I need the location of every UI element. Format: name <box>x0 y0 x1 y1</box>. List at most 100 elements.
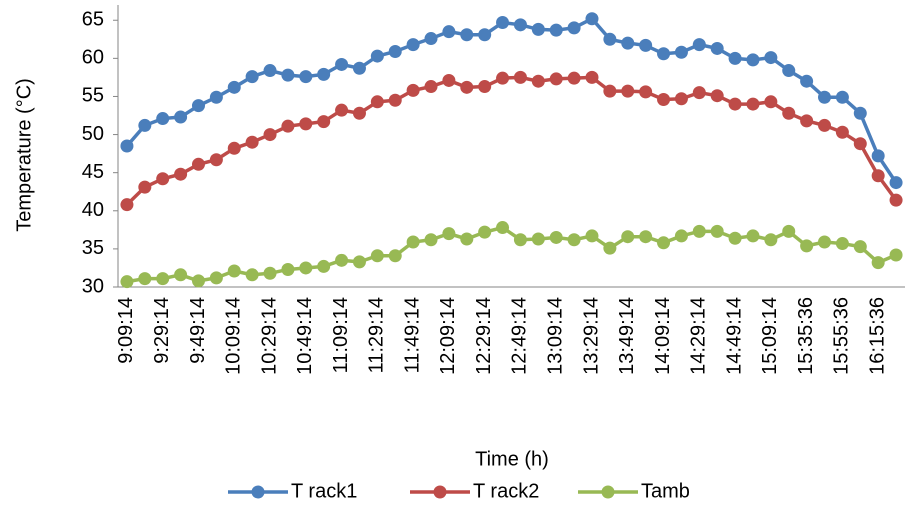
x-tick-label: 14:29:14 <box>688 297 710 375</box>
point <box>370 49 384 63</box>
x-tick-label: 11:49:14 <box>401 297 423 373</box>
point <box>639 38 653 52</box>
point <box>442 25 456 39</box>
point <box>335 253 349 267</box>
point <box>800 74 814 88</box>
point <box>138 118 152 132</box>
point <box>800 114 814 128</box>
point <box>889 176 903 190</box>
point <box>424 80 438 94</box>
point <box>442 73 456 87</box>
point <box>138 272 152 286</box>
point <box>746 229 760 243</box>
x-tick-label: 13:49:14 <box>616 297 638 375</box>
point <box>728 51 742 65</box>
point <box>728 97 742 111</box>
x-tick-label: 11:29:14 <box>366 297 388 373</box>
x-tick-label: 16:15:36 <box>866 297 888 375</box>
y-tick-label: 40 <box>82 199 104 221</box>
point <box>352 106 366 120</box>
x-tick-label: 9:49:14 <box>187 297 209 364</box>
point <box>728 231 742 245</box>
point <box>764 233 778 247</box>
point <box>442 227 456 241</box>
point <box>263 128 277 142</box>
point <box>335 57 349 71</box>
legend-label: T rack1 <box>291 480 357 502</box>
point <box>227 141 241 155</box>
point <box>764 95 778 109</box>
point <box>835 90 849 104</box>
y-tick-label: 30 <box>82 275 104 297</box>
series-line <box>125 75 898 206</box>
point <box>120 198 134 212</box>
legend-marker <box>433 485 447 499</box>
x-tick-label: 9:09:14 <box>115 297 137 364</box>
point <box>853 106 867 120</box>
y-tick-label: 55 <box>82 85 104 107</box>
y-tick-label: 60 <box>82 47 104 69</box>
point <box>352 255 366 269</box>
point <box>460 232 474 246</box>
point <box>227 264 241 278</box>
point <box>657 93 671 107</box>
point <box>478 225 492 239</box>
point <box>603 241 617 255</box>
point <box>406 235 420 249</box>
point <box>174 268 188 282</box>
point <box>245 268 259 282</box>
point <box>281 119 295 133</box>
x-tick-label: 13:09:14 <box>544 297 566 375</box>
legend-marker <box>601 485 615 499</box>
series-line <box>126 225 897 284</box>
point <box>388 93 402 107</box>
point <box>191 274 205 288</box>
point <box>120 139 134 153</box>
point <box>424 32 438 46</box>
x-tick-label: 14:49:14 <box>723 297 745 375</box>
point <box>674 45 688 59</box>
point <box>782 106 796 120</box>
x-tick-label: 12:09:14 <box>437 297 459 375</box>
point <box>710 41 724 55</box>
point <box>138 180 152 194</box>
point <box>853 137 867 151</box>
point <box>549 230 563 244</box>
series-line <box>125 16 898 184</box>
point <box>424 233 438 247</box>
point <box>513 70 527 84</box>
x-tick-label: 10:09:14 <box>223 297 245 375</box>
point <box>191 99 205 113</box>
point <box>209 271 223 285</box>
x-axis-title: Time (h) <box>475 448 549 470</box>
x-tick-label: 10:29:14 <box>258 297 280 375</box>
point <box>478 80 492 94</box>
point <box>281 262 295 276</box>
point <box>317 115 331 129</box>
point <box>567 71 581 85</box>
point <box>335 103 349 117</box>
legend-marker <box>251 485 265 499</box>
point <box>245 135 259 149</box>
point <box>710 224 724 238</box>
point <box>460 80 474 94</box>
point <box>174 167 188 181</box>
point <box>496 16 510 30</box>
point <box>621 230 635 244</box>
y-tick-label: 35 <box>82 237 104 259</box>
point <box>818 118 832 132</box>
point <box>889 248 903 262</box>
point <box>174 110 188 124</box>
point <box>370 95 384 109</box>
y-axis-title: Temperature (°C) <box>13 78 35 232</box>
point <box>567 21 581 35</box>
point <box>585 229 599 243</box>
point <box>871 149 885 163</box>
legend-label: Tamb <box>641 480 690 502</box>
point <box>853 240 867 254</box>
point <box>388 249 402 263</box>
point <box>209 90 223 104</box>
point <box>710 89 724 103</box>
x-tick-label: 10:49:14 <box>294 297 316 375</box>
